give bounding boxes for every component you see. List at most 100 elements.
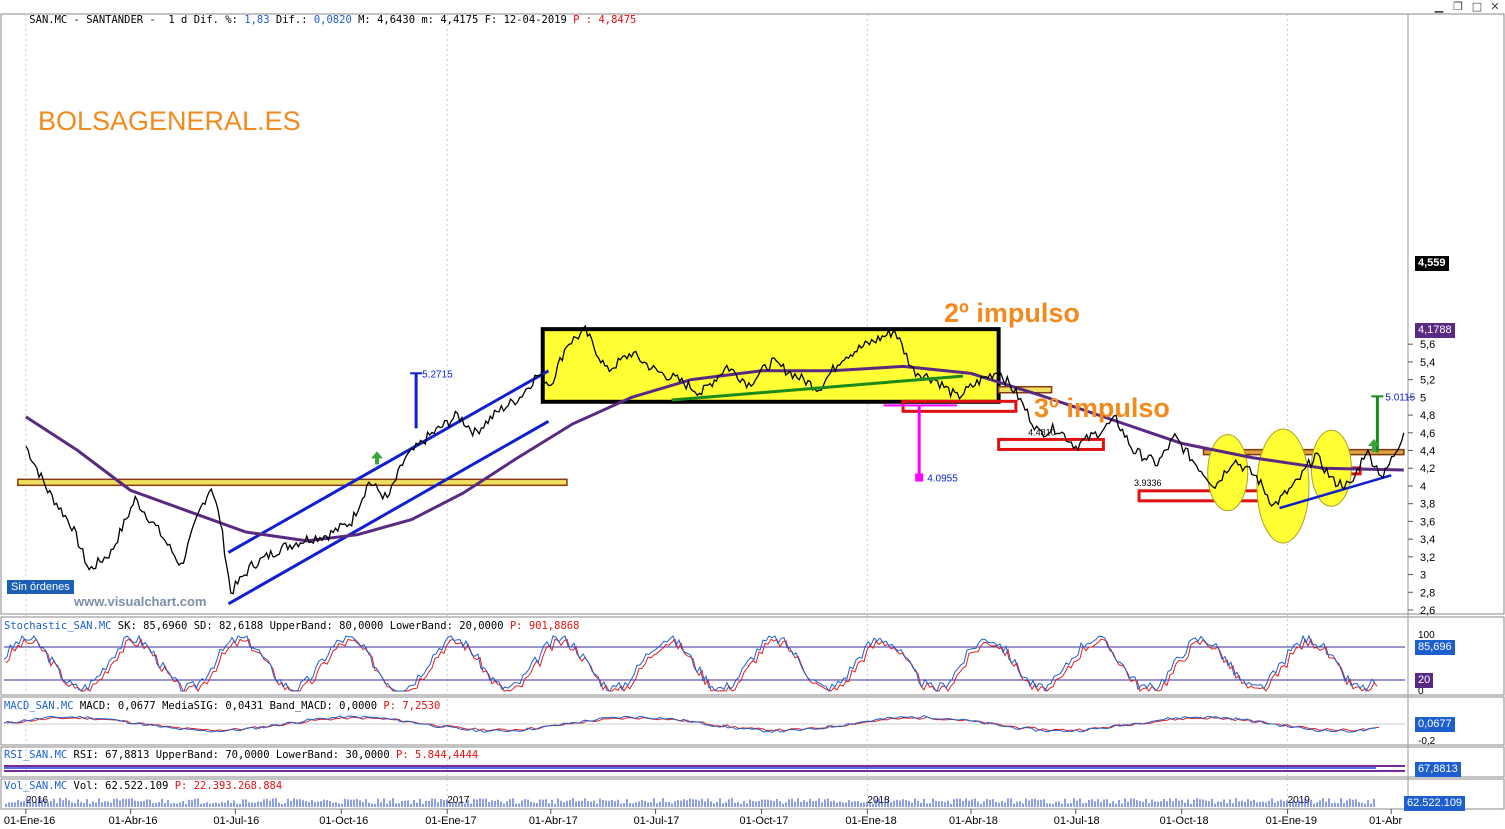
stoch-panel-frame [0,616,1505,696]
header-dif: 0,0820 [313,14,352,26]
year-mark: 2017 [447,795,470,806]
rsi-badge: 67,8813 [1415,762,1461,777]
level-label: 4.4810 [1028,427,1056,437]
x-tick-label: 01-Abr-18 [949,815,998,827]
x-tick-label: 01-Jul-16 [213,815,259,827]
stoch-low-badge: 20 [1415,673,1434,688]
ma-value-badge: 4,1788 [1415,323,1455,338]
rsi-p: 5.844,4444 [415,749,479,761]
channel-lower [227,419,550,606]
vol-value: 62.522.109 [105,780,169,792]
vol-p-label: P: [174,780,188,792]
header-dif-label: Dif.: [275,14,308,26]
stoch-d-label: SD: [193,620,213,632]
rsi-name: RSI_SAN.MC [4,749,68,761]
x-tick-label: 01-Jul-18 [1054,815,1100,827]
rsi-value: 67,8813 [105,749,150,761]
vol-label: Vol: [73,780,99,792]
stoch-lb-label: LowerBand: [389,620,453,632]
support-band [17,478,568,487]
y-tick-label: 4 [1420,481,1426,493]
x-tick-label: 01-Abr [1369,815,1402,827]
stoch-k-label: SK: [117,620,137,632]
macd-label: MACD: [79,700,112,712]
impulse2-label: 2º impulso [944,298,1080,328]
up-arrow-icon [1367,438,1380,452]
stoch-p-label: P: [509,620,523,632]
y-tick-label: 4,4 [1420,446,1435,458]
vol-p: 22.393.268.884 [193,780,283,792]
volume-header: Vol_SAN.MC Vol: 62.522.109 P: 22.393.268… [4,780,282,792]
x-tick-label: 01-Oct-16 [319,815,368,827]
last-price-badge: 4,559 [1415,256,1449,271]
stochastic-header: Stochastic_SAN.MC SK: 85,6960 SD: 82,618… [4,620,579,632]
header-p-label: P : [573,14,593,26]
price-panel-frame [0,13,1505,615]
macd-tick: -0,2 [1418,736,1436,747]
header-min-label: m: [421,14,435,26]
x-tick-label: 01-Ene-18 [845,815,896,827]
minimize-icon[interactable]: ▁ [1434,0,1444,13]
y-tick-label: 3 [1420,570,1426,582]
stoch-k: 85,6960 [143,620,188,632]
y-tick-label: 5,2 [1420,375,1435,387]
rsi-label: RSI: [73,749,99,761]
header-date-label: F: [484,14,498,26]
price-line [25,324,1405,595]
maximize-icon[interactable]: □ [1471,0,1483,13]
red-level-box [997,437,1105,451]
rsi-p-label: P: [396,749,409,761]
header-p: 4,8475 [598,14,637,26]
stoch-ub: 80,0000 [339,620,384,632]
macd-sig-label: MediaSIG: [162,700,219,712]
y-tick-label: 3,6 [1420,516,1435,528]
moving-average-line [25,364,1404,543]
rsi-header: RSI_SAN.MC RSI: 67,8813 UpperBand: 70,00… [4,749,478,761]
target-cap-magenta [915,473,924,482]
macd-name: MACD_SAN.MC [4,700,74,712]
stoch-badge: 85,696 [1415,640,1455,655]
x-tick-label: 01-Ene-19 [1266,815,1317,827]
level-label: 3.9336 [1134,478,1162,488]
y-tick-label: 5,4 [1420,357,1435,369]
y-tick-label: 4,8 [1420,410,1435,422]
y-tick-label: 3,8 [1420,499,1435,511]
y-tick-label: 4,6 [1420,428,1435,440]
rsi-ub: 70,0000 [225,749,270,761]
macd-band-label: Band_MACD: [269,700,333,712]
up-arrow-icon [370,451,383,465]
stoch-tick-100: 100 [1418,630,1435,641]
y-tick-label: 3,4 [1420,534,1435,546]
x-tick-label: 01-Ene-16 [4,815,55,827]
green-trendline [671,374,964,402]
close-icon[interactable]: ✕ [1490,0,1500,13]
header-timeframe: 1 d [168,14,188,26]
chart-header: SAN.MC - SANTANDER - 1 d Dif. %: 1,83 Di… [4,2,636,38]
stoch-ub-label: UpperBand: [269,620,333,632]
macd-sig: 0,0431 [225,700,264,712]
x-tick-label: 01-Abr-17 [529,815,578,827]
restore-icon[interactable]: ❐ [1453,0,1463,13]
macd-line [3,715,1377,733]
vol-name: Vol_SAN.MC [4,780,68,792]
y-tick-label: 2,6 [1420,605,1435,617]
site-watermark: www.visualchart.com [74,594,207,609]
stoch-lb: 20,0000 [459,620,504,632]
support-trendline [1279,474,1392,510]
x-tick-label: 01-Oct-18 [1160,815,1209,827]
rsi-ub-label: UpperBand: [155,749,219,761]
stoch-tick-0: 0 [1418,686,1424,697]
stoch-name: Stochastic_SAN.MC [4,620,112,632]
macd-badge: 0,0677 [1415,717,1455,732]
orders-badge[interactable]: Sin órdenes [7,580,74,594]
stoch-d: 82,6188 [218,620,264,632]
header-dif-pct-label: Dif. %: [193,14,238,26]
macd-header: MACD_SAN.MC MACD: 0,0677 MediaSIG: 0,043… [4,700,440,712]
volume-badge: 62.522.109 [1404,796,1466,811]
pattern-ellipse [1256,428,1310,544]
target-label-blue: 5.2715 [422,369,453,380]
year-mark: 2019 [1288,795,1311,806]
x-tick-label: 01-Ene-17 [425,815,476,827]
